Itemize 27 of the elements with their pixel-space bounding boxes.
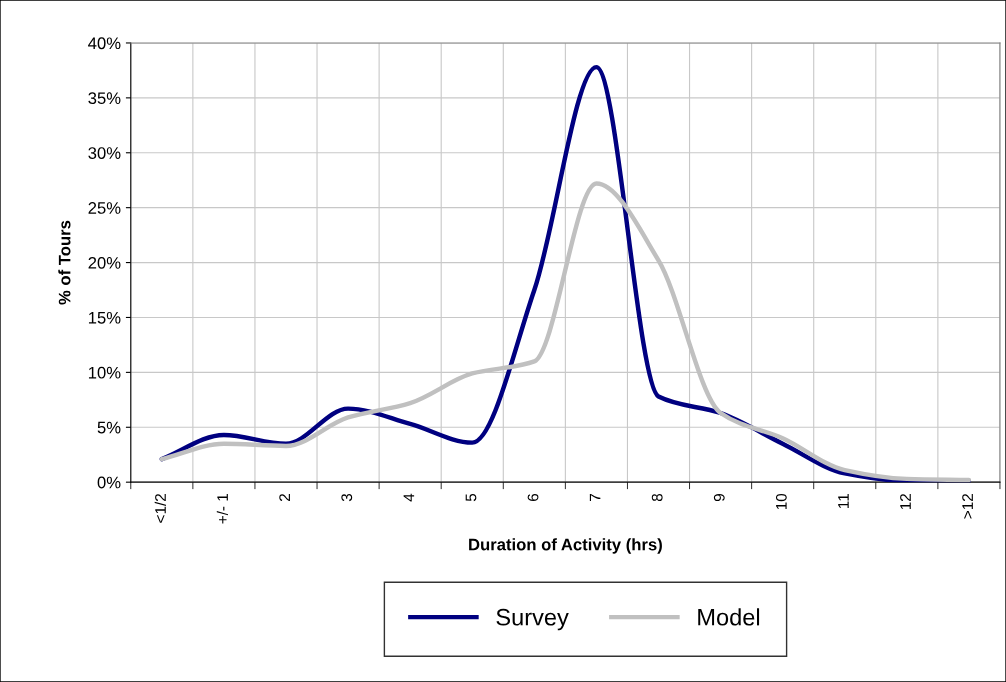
x-tick-label: 6	[527, 493, 539, 502]
x-tick-label: >12	[962, 494, 973, 519]
x-tick-label: 7	[589, 494, 601, 501]
y-tick-label: 0%	[97, 476, 121, 489]
legend-label: Survey	[496, 608, 569, 631]
y-tick-label: 20%	[88, 256, 121, 269]
y-axis-title: % of Tours	[58, 220, 71, 305]
x-tick-label: 5	[465, 493, 477, 502]
x-axis-title: Duration of Activity (hrs)	[469, 538, 662, 554]
x-tick-label: 3	[341, 493, 353, 502]
y-tick-label: 30%	[88, 147, 121, 159]
y-tick-label: 10%	[88, 366, 121, 379]
x-tick-label: 10	[775, 493, 787, 510]
x-tick-label: 12	[900, 494, 911, 510]
x-tick-label: <1/2	[154, 494, 166, 523]
x-tick-label: 11	[838, 494, 849, 508]
y-tick-label: 35%	[88, 92, 121, 105]
x-tick-label: 4	[403, 493, 415, 502]
legend-label: Model	[698, 608, 760, 626]
x-tick-label: 8	[651, 493, 663, 502]
x-tick-label: 2	[279, 494, 290, 502]
x-tick-label: +/- 1	[216, 494, 229, 524]
x-tick-label: 9	[713, 494, 725, 502]
y-tick-label: 40%	[88, 37, 121, 50]
y-tick-label: 5%	[97, 421, 121, 434]
y-tick-label: 15%	[88, 311, 121, 324]
y-tick-label: 25%	[88, 202, 121, 214]
